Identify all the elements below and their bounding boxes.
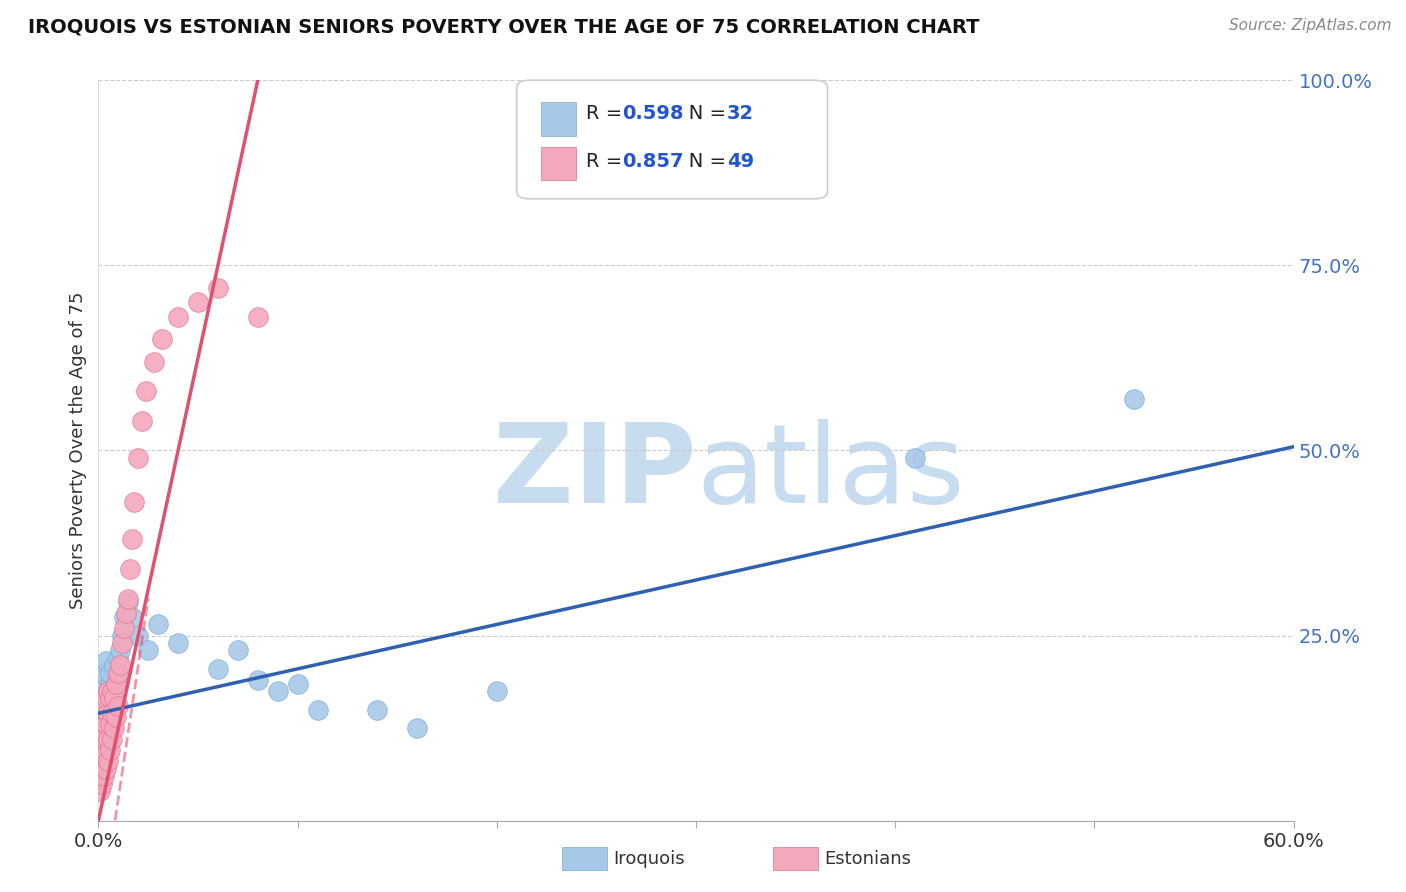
Point xyxy=(131,414,153,428)
Point xyxy=(110,658,132,673)
Y-axis label: Seniors Poverty Over the Age of 75: Seniors Poverty Over the Age of 75 xyxy=(69,292,87,609)
Point xyxy=(167,636,190,650)
Point xyxy=(150,332,173,346)
Point xyxy=(93,769,115,783)
Text: Iroquois: Iroquois xyxy=(613,850,685,868)
Point xyxy=(93,755,115,769)
Point xyxy=(167,310,190,325)
FancyBboxPatch shape xyxy=(517,80,827,199)
Point xyxy=(107,698,129,713)
Point xyxy=(111,636,134,650)
Point xyxy=(143,354,166,368)
Point xyxy=(96,655,118,669)
Point xyxy=(97,732,120,747)
Point xyxy=(97,706,120,721)
Point xyxy=(246,310,269,325)
Point xyxy=(103,691,125,706)
Point xyxy=(101,706,124,721)
Point xyxy=(97,695,120,709)
Text: N =: N = xyxy=(669,104,733,123)
Text: IROQUOIS VS ESTONIAN SENIORS POVERTY OVER THE AGE OF 75 CORRELATION CHART: IROQUOIS VS ESTONIAN SENIORS POVERTY OVE… xyxy=(28,18,980,37)
Point xyxy=(148,617,170,632)
Point xyxy=(91,762,114,776)
Point xyxy=(120,562,142,576)
Point xyxy=(98,665,122,680)
Point xyxy=(93,695,115,709)
Point xyxy=(117,591,139,606)
Point xyxy=(89,784,111,798)
Point xyxy=(97,684,120,698)
FancyBboxPatch shape xyxy=(541,147,576,180)
Text: N =: N = xyxy=(669,153,733,171)
Point xyxy=(107,650,129,665)
Point xyxy=(226,643,249,657)
FancyBboxPatch shape xyxy=(541,103,576,136)
Point xyxy=(307,703,329,717)
Point xyxy=(127,628,149,642)
Point xyxy=(406,721,429,735)
Point xyxy=(127,450,149,465)
Point xyxy=(101,732,124,747)
Point xyxy=(93,665,115,680)
Point xyxy=(267,684,290,698)
Text: atlas: atlas xyxy=(696,419,965,526)
Point xyxy=(105,676,128,690)
Point xyxy=(101,688,124,702)
Point xyxy=(91,739,114,754)
Point xyxy=(91,776,114,791)
Point xyxy=(111,628,134,642)
Point xyxy=(103,721,125,735)
Point xyxy=(485,684,508,698)
Point xyxy=(904,450,927,465)
Point xyxy=(105,710,128,724)
Point xyxy=(93,673,115,687)
Point xyxy=(107,669,129,683)
Point xyxy=(110,643,132,657)
Point xyxy=(93,710,115,724)
Text: Estonians: Estonians xyxy=(824,850,911,868)
Point xyxy=(96,762,118,776)
Text: R =: R = xyxy=(586,104,628,123)
Point xyxy=(366,703,388,717)
Point xyxy=(98,676,122,690)
Point xyxy=(91,717,114,731)
Point xyxy=(124,495,146,509)
Point xyxy=(287,676,309,690)
Point xyxy=(105,676,128,690)
Point xyxy=(112,610,135,624)
Text: 32: 32 xyxy=(727,104,754,123)
Text: R =: R = xyxy=(586,153,628,171)
Point xyxy=(103,658,125,673)
Point xyxy=(117,595,139,609)
Point xyxy=(93,732,115,747)
Point xyxy=(207,662,229,676)
Point xyxy=(246,673,269,687)
Point xyxy=(96,717,118,731)
Text: 0.598: 0.598 xyxy=(621,104,683,123)
Point xyxy=(101,684,124,698)
Point xyxy=(96,747,118,761)
Point xyxy=(98,691,122,706)
Point xyxy=(98,717,122,731)
Point xyxy=(121,610,143,624)
Point xyxy=(1123,392,1146,406)
Point xyxy=(89,755,111,769)
Text: 49: 49 xyxy=(727,153,754,171)
Point xyxy=(98,743,122,757)
Point xyxy=(207,280,229,294)
Point xyxy=(121,533,143,547)
Point xyxy=(115,607,138,621)
Point xyxy=(107,665,129,680)
Point xyxy=(136,643,159,657)
Text: 0.857: 0.857 xyxy=(621,153,683,171)
Text: Source: ZipAtlas.com: Source: ZipAtlas.com xyxy=(1229,18,1392,33)
Point xyxy=(91,684,114,698)
Point xyxy=(135,384,157,399)
Point xyxy=(97,755,120,769)
Point xyxy=(187,295,209,310)
Point xyxy=(89,769,111,783)
Text: ZIP: ZIP xyxy=(492,419,696,526)
Point xyxy=(112,621,135,635)
Point xyxy=(96,691,118,706)
